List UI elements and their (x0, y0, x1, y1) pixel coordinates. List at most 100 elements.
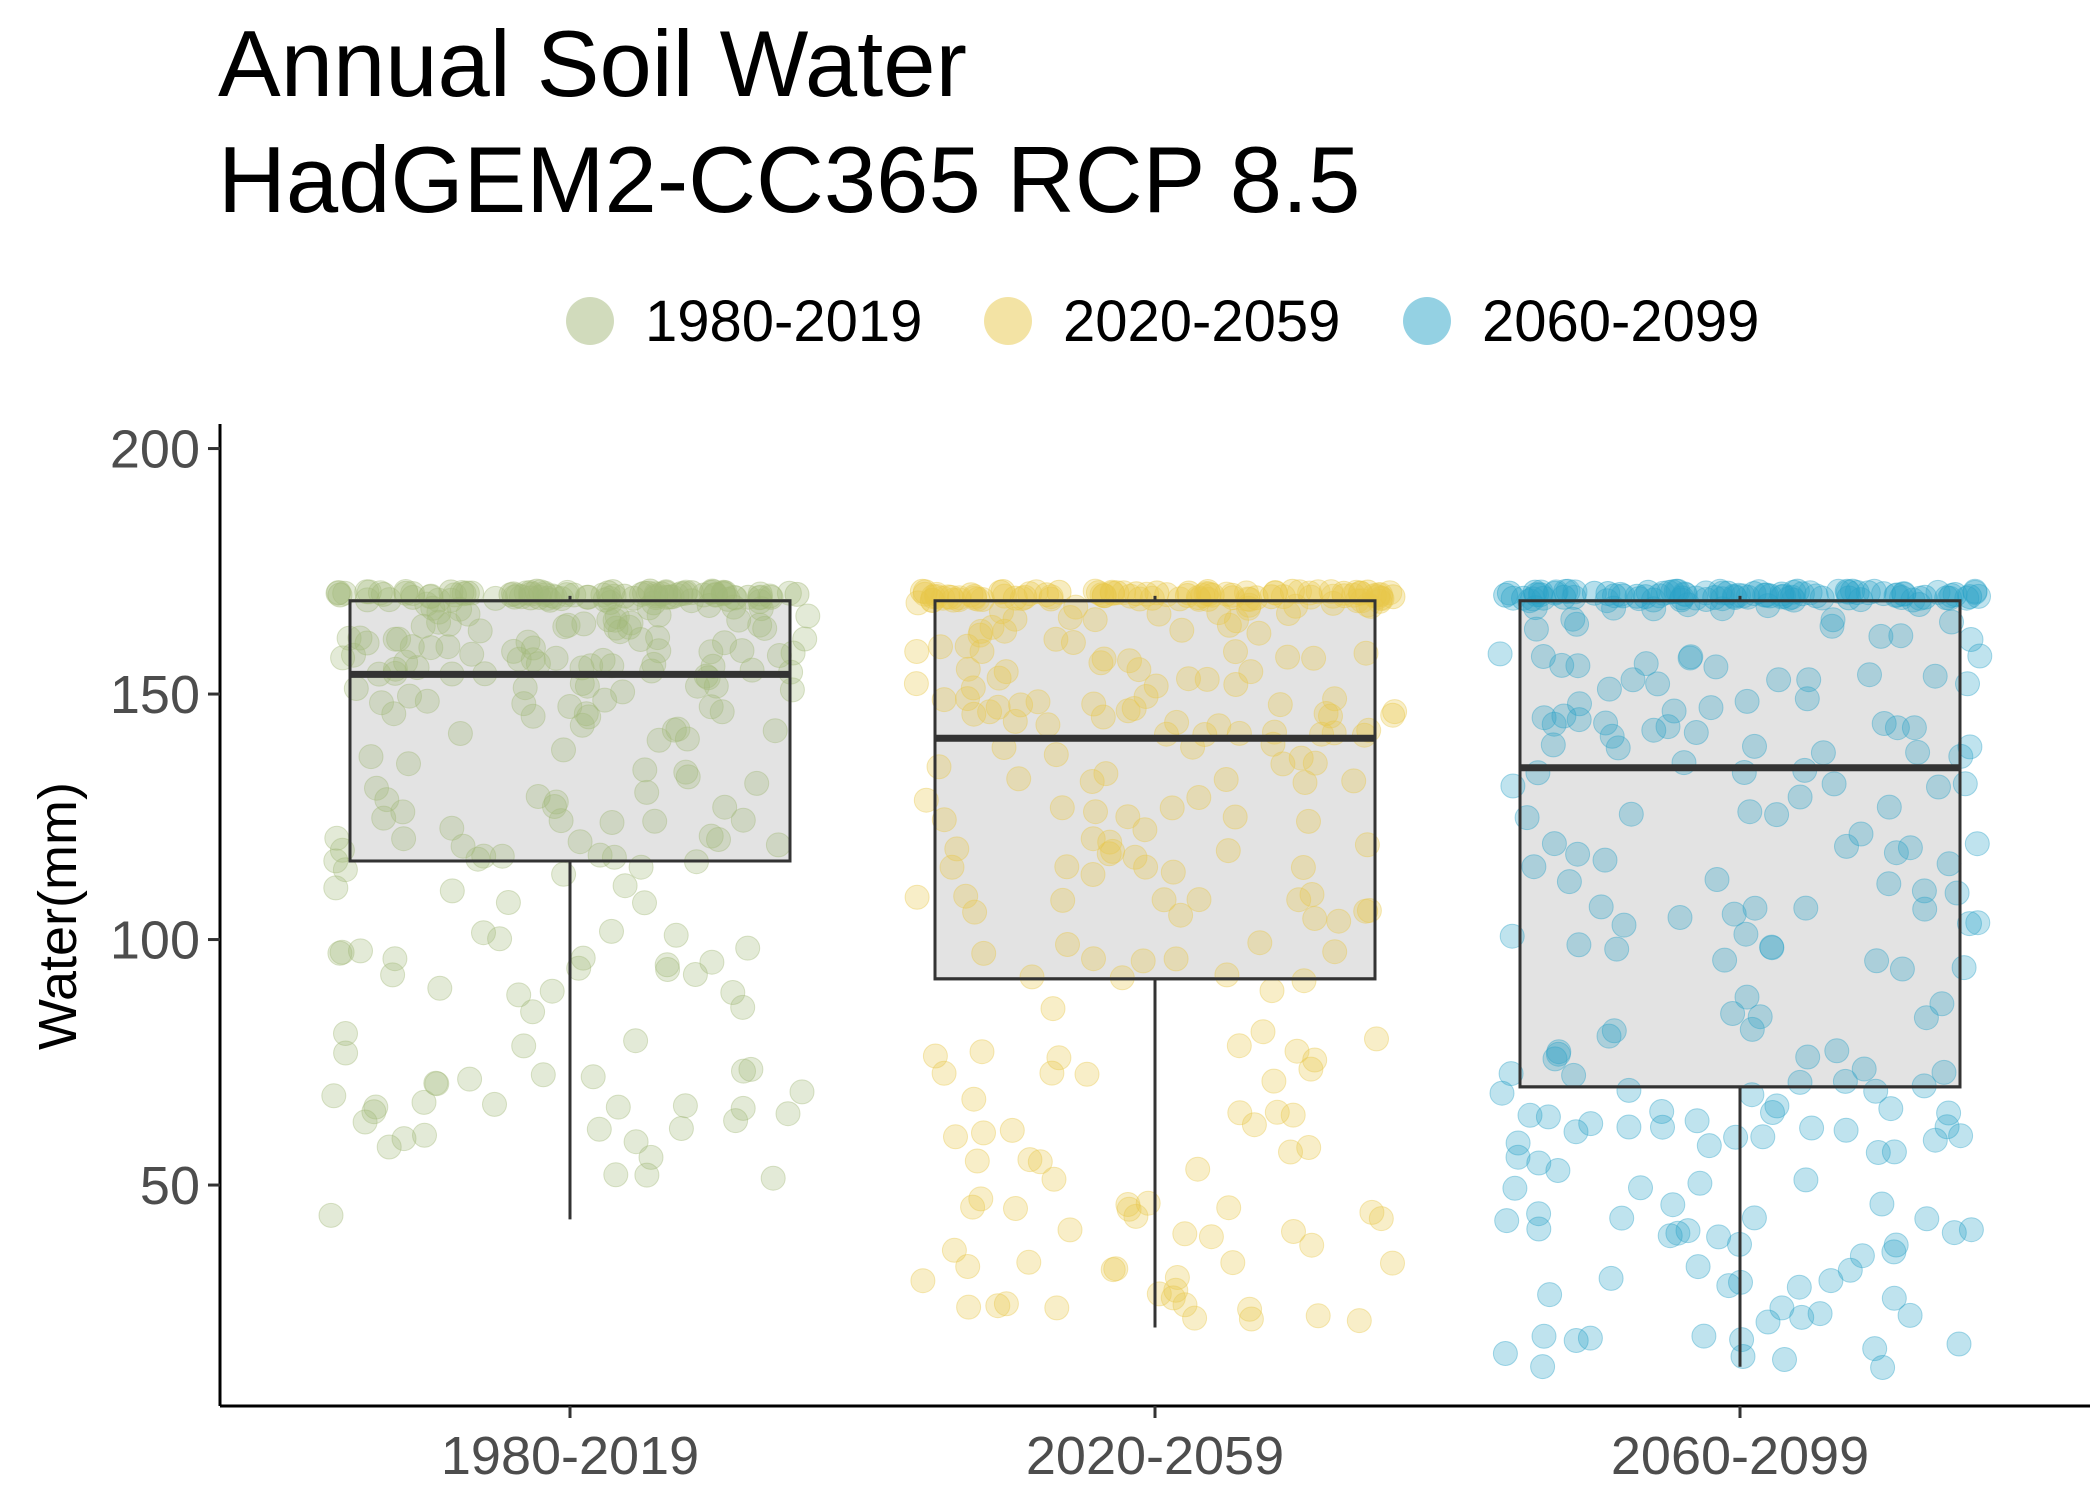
data-point (1742, 895, 1768, 921)
data-point (1526, 1216, 1552, 1242)
data-point (1881, 1139, 1907, 1165)
data-point (1085, 580, 1111, 606)
data-point (410, 613, 436, 639)
data-point (1380, 1250, 1405, 1276)
data-point (1163, 1277, 1189, 1303)
data-point (607, 619, 633, 645)
data-point (1091, 646, 1117, 672)
data-point (1060, 630, 1086, 655)
data-point (1551, 703, 1577, 729)
data-point (601, 844, 627, 870)
data-point (1760, 1100, 1785, 1125)
data-point (1080, 862, 1106, 887)
data-point (1734, 688, 1760, 714)
data-point (1009, 586, 1035, 611)
data-point (780, 640, 806, 666)
data-point (400, 584, 426, 610)
y-tick-label: 50 (140, 1156, 200, 1216)
data-point (935, 584, 961, 610)
data-point (1581, 580, 1607, 606)
data-point (426, 609, 452, 635)
data-point (1939, 609, 1964, 635)
data-point (1091, 583, 1117, 609)
data-point (1962, 579, 1988, 605)
data-point (1220, 1250, 1246, 1276)
data-point (924, 581, 950, 607)
data-point (1380, 584, 1406, 610)
data-point (1789, 1304, 1815, 1330)
data-point (1359, 1199, 1385, 1225)
data-point (599, 810, 625, 835)
data-point (1556, 869, 1582, 895)
data-point (979, 614, 1005, 640)
data-point (1936, 1100, 1962, 1126)
data-point (1931, 1059, 1957, 1085)
data-point (1278, 1139, 1303, 1165)
data-point (487, 926, 513, 952)
data-point (542, 584, 568, 610)
data-point (332, 580, 358, 606)
data-point (570, 945, 596, 971)
data-point (548, 808, 574, 834)
data-point (985, 694, 1011, 720)
data-point (928, 634, 953, 660)
data-point (1343, 579, 1369, 605)
data-point (1624, 583, 1650, 609)
data-point (653, 580, 679, 606)
data-point (518, 580, 543, 605)
data-point (454, 580, 480, 606)
data-point (775, 1101, 801, 1127)
data-point (696, 593, 722, 618)
data-point (1821, 771, 1847, 797)
data-point (698, 579, 724, 605)
data-point (699, 578, 725, 604)
data-point (1707, 578, 1733, 604)
data-point (1291, 968, 1317, 994)
data-point (596, 585, 622, 611)
data-point (1216, 612, 1242, 638)
data-point (393, 649, 419, 675)
data-point (1912, 584, 1938, 610)
data-point (447, 596, 473, 622)
data-point (1380, 702, 1406, 728)
data-point (1493, 582, 1519, 608)
data-point (729, 638, 755, 664)
data-point (1270, 584, 1296, 610)
data-point (1696, 1133, 1722, 1159)
data-point (738, 1056, 764, 1082)
data-point (720, 980, 746, 1005)
data-point (1546, 1039, 1572, 1065)
data-point (1176, 580, 1202, 606)
data-point (961, 701, 987, 727)
data-point (1234, 580, 1259, 606)
data-point (672, 1093, 698, 1119)
data-point (1797, 580, 1823, 606)
data-point (722, 585, 748, 611)
data-point (1063, 594, 1089, 620)
data-point (661, 717, 687, 743)
data-point (482, 1091, 507, 1117)
chart-title-line1: Annual Soil Water (218, 11, 967, 116)
data-point (926, 754, 952, 780)
data-point (1164, 1265, 1190, 1290)
data-point (752, 615, 778, 641)
data-point (1261, 1068, 1287, 1094)
data-point (1764, 802, 1790, 828)
data-point (665, 716, 691, 742)
box-1980-2019 (348, 599, 792, 863)
data-point (1660, 579, 1686, 605)
data-point (1523, 616, 1549, 642)
data-point (1929, 991, 1955, 1017)
data-point (924, 584, 950, 609)
data-point (1633, 651, 1659, 677)
data-point (968, 618, 994, 644)
data-point (1564, 611, 1590, 637)
data-point (1287, 579, 1312, 605)
data-point (1237, 1296, 1263, 1322)
data-point (435, 634, 461, 660)
data-point (1784, 578, 1810, 604)
data-point (543, 789, 569, 815)
data-point (986, 665, 1012, 691)
data-point (1127, 586, 1153, 612)
data-point (1665, 1220, 1691, 1246)
